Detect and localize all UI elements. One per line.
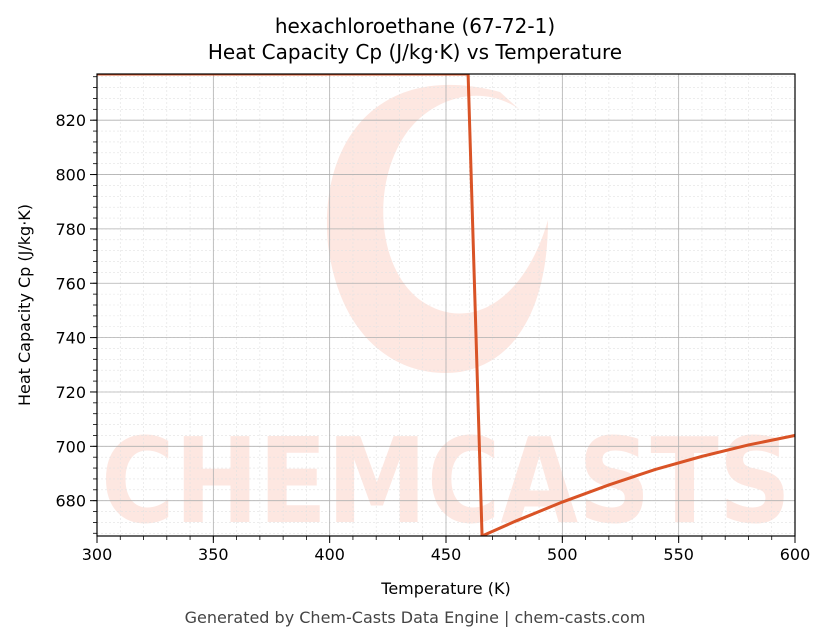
x-axis-label: Temperature (K): [380, 579, 510, 598]
x-tick-label: 600: [780, 545, 811, 564]
series-layer: [97, 74, 795, 536]
x-tick-label: 400: [314, 545, 345, 564]
x-tick-label: 450: [431, 545, 462, 564]
y-tick-label: 680: [55, 492, 86, 511]
y-axis-label: Heat Capacity Cp (J/kg·K): [15, 204, 34, 406]
series-line: [97, 74, 795, 536]
x-tick-label: 500: [547, 545, 578, 564]
y-tick-label: 720: [55, 383, 86, 402]
y-tick-label: 820: [55, 111, 86, 130]
major-grid: [96, 74, 796, 536]
chart-title: hexachloroethane (67-72-1): [274, 14, 556, 38]
footer-credit: Generated by Chem-Casts Data Engine | ch…: [184, 608, 646, 627]
x-tick-label: 550: [663, 545, 694, 564]
x-tick-label: 300: [82, 545, 113, 564]
y-tick-label: 800: [55, 166, 86, 185]
y-tick-label: 780: [55, 220, 86, 239]
axis-ticks: 300 350 400 450 500 550 600 680 700 720 740 760 780 8…: [55, 76, 811, 564]
watermark-swirl: [326, 84, 548, 373]
x-tick-label: 350: [198, 545, 229, 564]
y-tick-label: 760: [55, 274, 86, 293]
y-tick-label: 700: [55, 437, 86, 456]
chart-subtitle: Heat Capacity Cp (J/kg·K) vs Temperature: [207, 40, 623, 64]
y-tick-label: 740: [55, 329, 86, 348]
